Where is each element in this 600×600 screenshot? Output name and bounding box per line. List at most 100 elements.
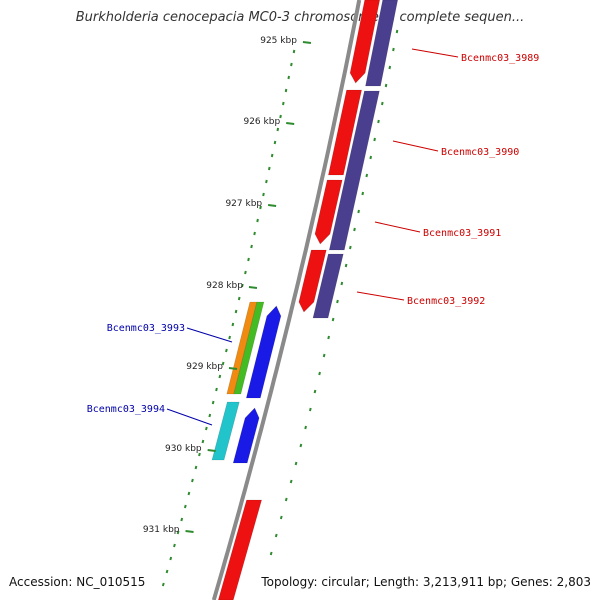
kbp-ticks: 925 kbp 926 kbp 927 kbp 928 kbp 929 kbp 930 k…	[143, 36, 312, 535]
gene-navy-2	[328, 90, 380, 251]
gene-bcenmc03-3994-blue	[232, 407, 260, 464]
gene-green	[233, 301, 265, 395]
track-dot	[327, 335, 330, 340]
track-dot	[201, 439, 205, 444]
gene-label: Bcenmc03_3989	[461, 53, 539, 64]
track-dot	[377, 119, 380, 124]
track-dot	[336, 299, 339, 304]
tick-label: 928 kbp	[206, 281, 243, 291]
track-dot	[279, 114, 282, 119]
track-dot	[292, 49, 296, 54]
gene-labels: Bcenmc03_3989 Bcenmc03_3990 Bcenmc03_3991 B…	[87, 53, 540, 415]
track-dot	[198, 452, 201, 457]
gene-bcenmc03-3993-blue	[245, 305, 282, 399]
track-dot	[215, 387, 218, 392]
track-dot	[331, 317, 335, 322]
track-dot	[361, 191, 365, 196]
track-dot	[187, 491, 191, 496]
tick-mark	[248, 286, 258, 289]
track-dot	[241, 283, 244, 288]
tick-label: 927 kbp	[225, 199, 262, 209]
track-dot	[165, 569, 169, 574]
tick-mark	[207, 449, 216, 452]
track-dot	[282, 101, 285, 106]
track-dot	[381, 101, 384, 106]
leader-line	[392, 140, 439, 152]
gene-bcenmc03-3994-cyan	[211, 401, 240, 461]
track-dot	[299, 443, 303, 448]
track-dot	[228, 335, 231, 340]
track-dot	[304, 425, 307, 430]
track-dot	[290, 62, 293, 67]
track-dot	[256, 218, 259, 223]
track-dot	[388, 65, 392, 70]
leader-line	[186, 327, 233, 343]
track-dot	[253, 231, 256, 236]
track-dot	[369, 155, 373, 160]
track-dot	[191, 478, 194, 483]
tick-mark	[302, 41, 312, 44]
gene-bcenmc03-3989	[349, 0, 381, 84]
track-dot	[161, 582, 165, 587]
gene-label: Bcenmc03_3990	[441, 147, 519, 158]
track-dot	[357, 209, 360, 214]
track-dot	[284, 88, 288, 93]
gene-bcenmc03-3992	[298, 249, 327, 313]
track-dot	[234, 309, 238, 314]
gene-lower-red	[217, 499, 262, 600]
track-dot	[373, 137, 376, 142]
leader-line	[374, 221, 421, 233]
gene-bcenmc03-3990	[328, 89, 362, 176]
track-dot	[205, 426, 208, 431]
tick-label: 930 kbp	[165, 444, 202, 454]
track-dot	[173, 543, 176, 548]
track-dot	[194, 465, 198, 470]
track-dot	[247, 257, 250, 262]
gene-navy-1	[365, 0, 399, 87]
tick-label: 931 kbp	[143, 525, 180, 535]
tick-mark	[228, 367, 238, 370]
track-dot	[269, 551, 273, 556]
track-dot	[259, 205, 262, 210]
track-dot	[270, 153, 274, 158]
leader-line	[166, 408, 213, 426]
track-dot	[294, 461, 298, 466]
track-dot	[218, 374, 222, 379]
track-dot	[265, 179, 268, 184]
gene-label: Bcenmc03_3993	[107, 323, 185, 334]
gene-navy-3	[312, 253, 344, 319]
leader-line	[411, 48, 459, 58]
track-dot	[221, 361, 225, 366]
track-dot	[208, 413, 212, 418]
track-dot	[169, 556, 173, 561]
track-dot	[211, 400, 215, 405]
chromosome-backbone	[211, 0, 362, 600]
track-dot	[250, 244, 253, 249]
track-dot	[392, 47, 395, 52]
track-dot	[344, 263, 348, 268]
track-dot	[353, 227, 356, 232]
track-dot	[262, 192, 265, 197]
track-dot	[183, 504, 187, 509]
track-dot	[289, 479, 293, 484]
track-dot	[313, 389, 317, 394]
track-dot	[308, 407, 312, 412]
track-dot	[244, 270, 247, 275]
track-dot	[287, 75, 291, 80]
tick-mark	[286, 122, 295, 125]
track-dot	[384, 83, 388, 88]
gene-label: Bcenmc03_3994	[87, 404, 165, 415]
backbone-line	[211, 0, 362, 600]
track-dot	[340, 281, 344, 286]
track-dot	[267, 166, 271, 171]
tick-label: 926 kbp	[243, 117, 280, 127]
gene-leader-lines	[166, 48, 459, 426]
track-dot	[365, 173, 369, 178]
track-dot	[180, 517, 184, 522]
gene-label: Bcenmc03_3992	[407, 296, 485, 307]
gene-features	[211, 0, 399, 600]
track-dot	[273, 140, 277, 145]
gene-label: Bcenmc03_3991	[423, 228, 501, 239]
